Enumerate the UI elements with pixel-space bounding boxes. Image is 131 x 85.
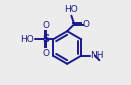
Text: NH: NH [90, 51, 104, 60]
Text: S: S [42, 34, 49, 44]
Text: O: O [42, 49, 49, 58]
Text: O: O [42, 21, 49, 30]
Text: HO: HO [64, 6, 78, 14]
Text: HO: HO [20, 35, 34, 44]
Text: O: O [83, 20, 90, 29]
